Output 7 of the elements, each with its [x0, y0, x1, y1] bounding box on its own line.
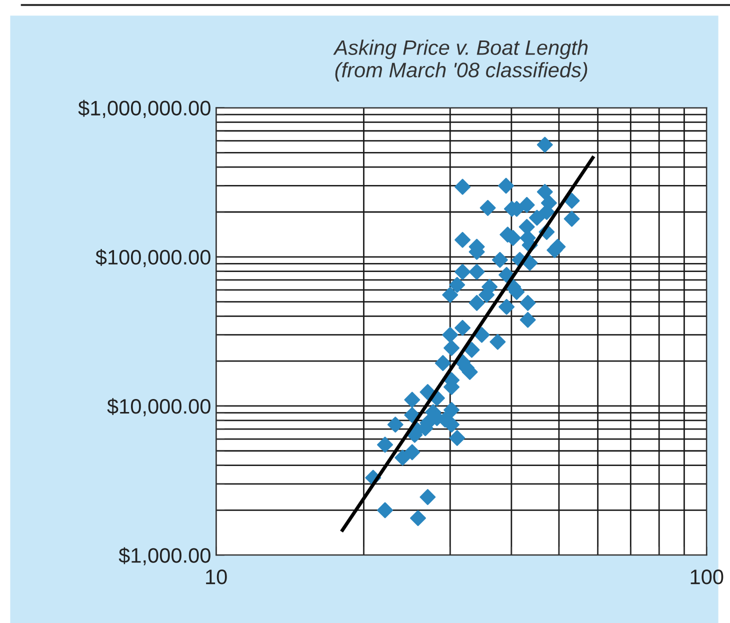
y-tick-label: $1,000.00 [118, 547, 210, 566]
y-tick-label: $1,000,000.00 [78, 100, 210, 118]
y-tick-label: $10,000.00 [107, 398, 210, 416]
x-tick-label: 100 [690, 570, 724, 584]
y-tick-label: $100,000.00 [96, 249, 210, 268]
x-tick-label: 10 [206, 570, 227, 584]
chart-title: Asking Price v. Boat Length (from March '08 classifieds) [333, 40, 588, 82]
